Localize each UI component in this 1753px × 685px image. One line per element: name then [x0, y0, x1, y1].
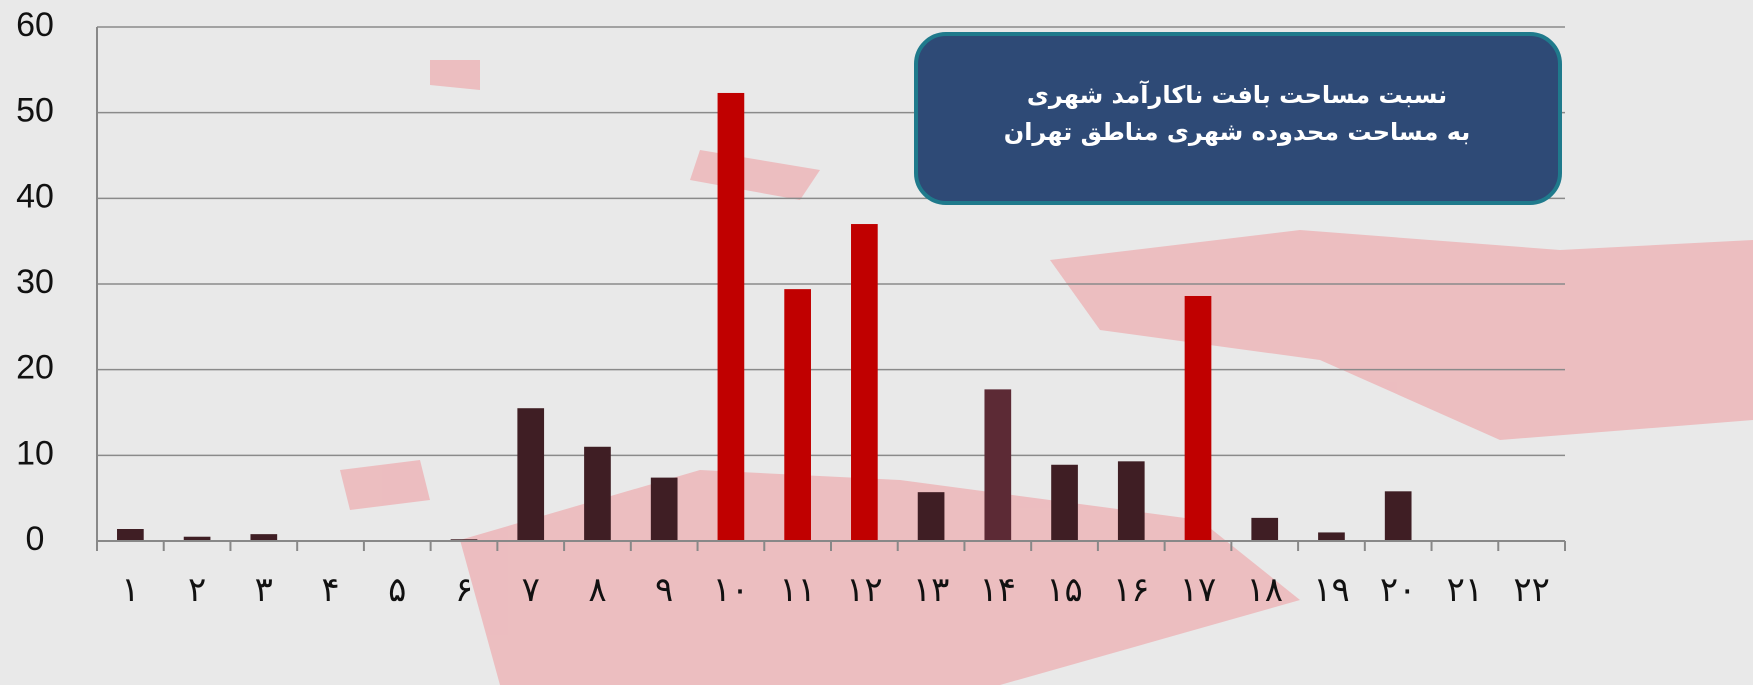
x-tick-label: ۹	[655, 571, 673, 609]
bar	[1385, 491, 1412, 541]
x-tick-label: ۴	[321, 571, 339, 609]
chart-title: به مساحت محدوده شهری مناطق تهران	[1004, 118, 1471, 146]
y-tick-label: 40	[16, 177, 54, 215]
bar	[584, 447, 611, 541]
x-tick-label: ۱۶	[1113, 571, 1150, 609]
x-tick-label: ۱	[121, 571, 139, 609]
x-tick-label: ۳	[255, 571, 273, 609]
bar	[117, 529, 144, 541]
x-tick-label: ۱۰	[713, 571, 750, 609]
bar	[984, 389, 1011, 541]
x-tick-label: ۱۳	[913, 571, 950, 609]
bar	[1051, 465, 1078, 541]
bar	[918, 492, 945, 541]
x-tick-label: ۲۱	[1447, 571, 1484, 609]
bar	[1318, 532, 1345, 541]
chart: نسبت مساحت بافت ناکارآمد شهری به مساحت م…	[0, 0, 1753, 685]
x-tick-label: ۱۸	[1246, 571, 1283, 609]
bar	[651, 478, 678, 541]
bar	[1185, 296, 1212, 541]
bar	[250, 534, 277, 541]
x-tick-label: ۵	[388, 571, 406, 609]
x-tick-label: ۱۴	[980, 571, 1017, 609]
y-tick-label: 10	[16, 434, 54, 472]
bar	[517, 408, 544, 541]
x-tick-label: ۸	[588, 571, 606, 609]
x-tick-label: ۲۰	[1380, 571, 1417, 609]
x-tick-label: ۶	[455, 571, 473, 609]
bar	[851, 224, 878, 541]
chart-title: نسبت مساحت بافت ناکارآمد شهری	[1027, 80, 1447, 109]
x-tick-label: ۲۲	[1513, 571, 1550, 609]
y-tick-label: 20	[16, 349, 54, 387]
bar	[784, 289, 811, 541]
y-tick-label: 0	[26, 520, 45, 558]
x-tick-label: ۲	[188, 571, 206, 609]
y-tick-label: 30	[16, 263, 54, 301]
x-tick-label: ۱۷	[1180, 571, 1217, 609]
x-tick-label: ۱۱	[779, 571, 816, 609]
bar	[1118, 461, 1145, 541]
x-tick-label: ۱۵	[1046, 571, 1083, 609]
x-tick-label: ۱۲	[846, 571, 883, 609]
bar	[718, 93, 745, 541]
x-tick-label: ۱۹	[1313, 571, 1350, 609]
bar	[1251, 518, 1278, 541]
y-tick-label: 60	[16, 6, 54, 44]
y-tick-label: 50	[16, 92, 54, 130]
x-tick-label: ۷	[522, 571, 540, 609]
